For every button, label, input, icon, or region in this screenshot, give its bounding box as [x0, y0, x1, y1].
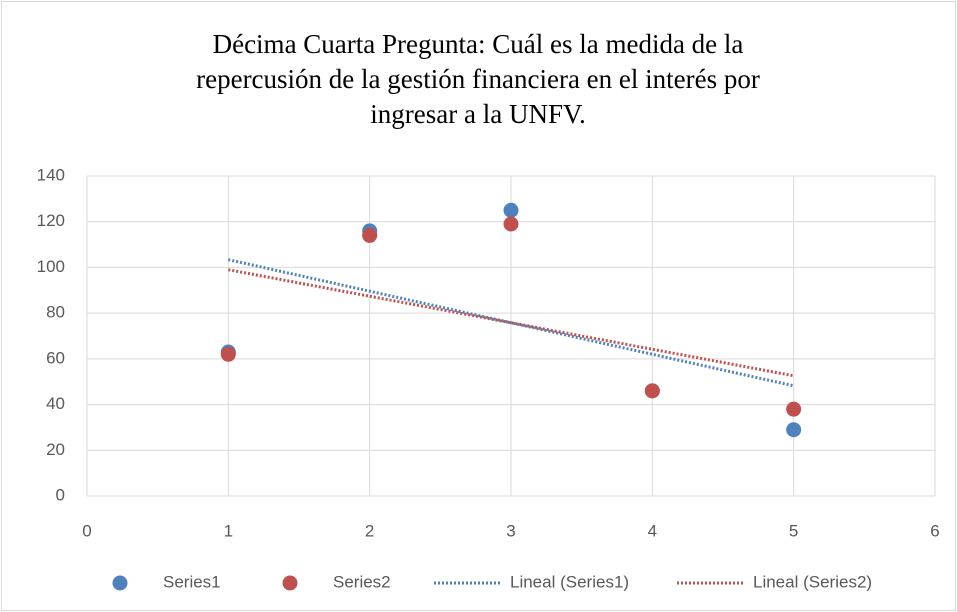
point — [503, 216, 519, 232]
point — [786, 422, 802, 438]
y-tick-label: 140 — [37, 165, 65, 184]
point — [786, 401, 802, 417]
point — [220, 346, 236, 362]
trendline — [228, 258, 794, 388]
point — [644, 383, 660, 399]
chart-title: Décima Cuarta Pregunta: Cuál es la medid… — [213, 29, 744, 59]
legend-label: Lineal (Series2) — [753, 572, 872, 591]
x-tick-label: 4 — [648, 521, 657, 540]
point — [503, 202, 519, 218]
x-tick-label: 3 — [506, 521, 515, 540]
y-tick-label: 120 — [37, 211, 65, 230]
legend-label: Lineal (Series1) — [510, 572, 629, 591]
x-tick-label: 1 — [224, 521, 233, 540]
y-tick-label: 80 — [46, 303, 65, 322]
x-tick-label: 6 — [930, 521, 939, 540]
x-tick-label: 2 — [365, 521, 374, 540]
x-tick-label: 5 — [789, 521, 798, 540]
x-tick-label: 0 — [82, 521, 91, 540]
y-tick-label: 100 — [37, 257, 65, 276]
y-tick-label: 20 — [46, 440, 65, 459]
chart-title: ingresar a la UNFV. — [370, 99, 585, 129]
point — [362, 227, 378, 243]
legend-label: Series2 — [333, 572, 391, 591]
y-tick-label: 0 — [56, 485, 65, 504]
legend-marker — [112, 575, 128, 591]
y-tick-label: 40 — [46, 394, 65, 413]
legend-marker — [282, 575, 298, 591]
y-tick-label: 60 — [46, 348, 65, 367]
chart-title: repercusión de la gestión financiera en … — [196, 64, 760, 94]
legend-label: Series1 — [163, 572, 221, 591]
